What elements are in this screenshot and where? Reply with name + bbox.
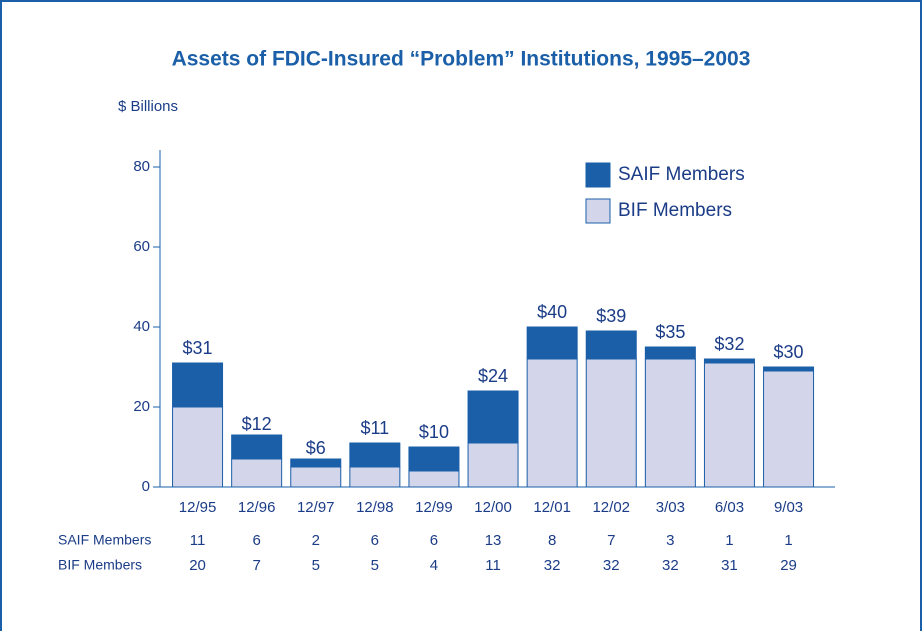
bar-segment (526, 326, 578, 360)
table-cell: 3 (666, 532, 674, 549)
table-cell: 32 (662, 557, 679, 574)
table-cell: 20 (189, 557, 206, 574)
x-tick-label: 12/98 (356, 499, 394, 516)
table-cell: 31 (721, 557, 738, 574)
table-cell: 4 (430, 557, 438, 574)
y-tick-label: 60 (133, 238, 150, 255)
table-cell: 5 (371, 557, 379, 574)
bar-segment (349, 442, 401, 468)
table-cell: 32 (603, 557, 620, 574)
bar-segment (585, 358, 637, 488)
bar-segment (231, 458, 283, 488)
table-cell: 5 (312, 557, 320, 574)
bar-segment (467, 442, 519, 488)
x-tick-label: 12/97 (297, 499, 335, 516)
chart-title: Assets of FDIC-Insured “Problem” Institu… (172, 48, 751, 71)
bar-segment (467, 390, 519, 444)
total-label: $35 (655, 322, 685, 342)
x-tick-label: 12/99 (415, 499, 453, 516)
table-row-label: BIF Members (58, 557, 142, 573)
table-cell: 8 (548, 532, 556, 549)
total-label: $40 (537, 302, 567, 322)
bar-segment (644, 346, 696, 360)
bar-segment (526, 358, 578, 488)
table-cell: 6 (252, 532, 260, 549)
table-cell: 13 (485, 532, 502, 549)
y-tick-label: 40 (133, 318, 150, 335)
bar-segment (290, 466, 342, 488)
table-cell: 29 (780, 557, 797, 574)
table-cell: 1 (725, 532, 733, 549)
x-tick-label: 6/03 (715, 499, 744, 516)
bar-segment (585, 330, 637, 360)
table-cell: 32 (544, 557, 561, 574)
bar-segment (408, 446, 460, 472)
bar-segment (231, 434, 283, 460)
x-tick-label: 12/01 (533, 499, 571, 516)
bar-segment (349, 466, 401, 488)
bar-segment (763, 366, 815, 372)
x-tick-label: 3/03 (656, 499, 685, 516)
table-cell: 6 (371, 532, 379, 549)
legend-swatch (585, 198, 611, 224)
bar-segment (644, 358, 696, 488)
x-tick-label: 12/95 (179, 499, 217, 516)
x-tick-label: 12/96 (238, 499, 276, 516)
table-cell: 6 (430, 532, 438, 549)
total-label: $39 (596, 306, 626, 326)
y-axis-label: $ Billions (118, 98, 178, 115)
table-cell: 7 (252, 557, 260, 574)
y-tick-label: 80 (133, 158, 150, 175)
table-cell: 11 (485, 557, 501, 574)
table-cell: 7 (607, 532, 615, 549)
total-label: $10 (419, 422, 449, 442)
bar-segment (172, 406, 224, 488)
bar-segment (408, 470, 460, 488)
y-tick-label: 20 (133, 398, 150, 415)
bar-segment (703, 362, 755, 488)
total-label: $12 (242, 414, 272, 434)
table-row-label: SAIF Members (58, 532, 151, 548)
y-tick-label: 0 (142, 478, 150, 495)
bar-segment (703, 358, 755, 364)
legend-swatch (585, 162, 611, 188)
total-label: $11 (360, 418, 389, 438)
total-label: $32 (714, 334, 744, 354)
table-cell: 11 (190, 532, 206, 549)
legend-label: SAIF Members (618, 164, 745, 185)
table-cell: 2 (312, 532, 320, 549)
x-tick-label: 12/00 (474, 499, 512, 516)
total-label: $31 (183, 338, 213, 358)
total-label: $30 (774, 342, 804, 362)
x-tick-label: 9/03 (774, 499, 803, 516)
bar-segment (172, 362, 224, 408)
total-label: $24 (478, 366, 508, 386)
bar-segment (763, 370, 815, 488)
total-label: $6 (306, 438, 326, 458)
legend-label: BIF Members (618, 200, 732, 221)
table-cell: 1 (784, 532, 792, 549)
x-tick-label: 12/02 (592, 499, 630, 516)
bar-segment (290, 458, 342, 468)
